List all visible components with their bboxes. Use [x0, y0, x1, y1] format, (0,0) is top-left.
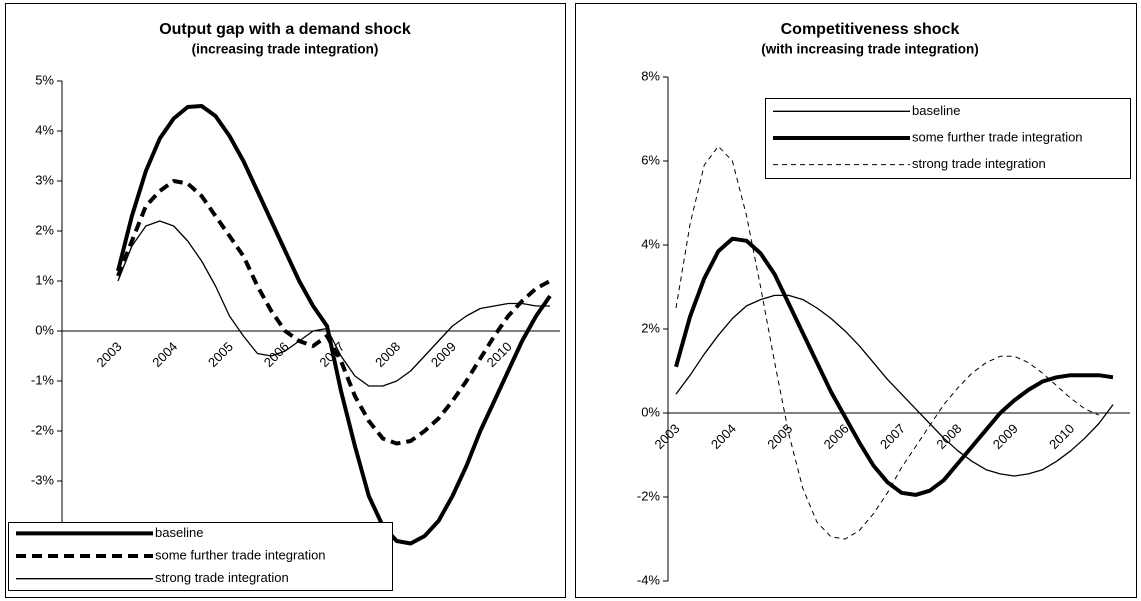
legend-label: strong trade integration — [912, 156, 1046, 171]
chart-subtitle: (increasing trade integration) — [192, 42, 379, 57]
series-line — [675, 145, 1100, 540]
legend-label: baseline — [155, 525, 203, 540]
y-tick-label: 1% — [35, 272, 54, 287]
y-tick-label: 0% — [641, 404, 660, 419]
legend-label: some further trade integration — [155, 547, 326, 562]
y-tick-label: 0% — [35, 322, 54, 337]
legend-label: some further trade integration — [912, 129, 1083, 144]
series-line — [675, 294, 1114, 477]
series-line — [674, 236, 1114, 497]
panel-frame — [5, 3, 566, 598]
y-tick-label: -4% — [637, 572, 661, 587]
y-tick-label: 3% — [35, 172, 54, 187]
series-line — [116, 104, 552, 546]
panel-frame — [575, 3, 1137, 598]
chart-title: Competitiveness shock — [781, 21, 960, 38]
y-tick-label: -3% — [31, 472, 55, 487]
y-tick-label: 4% — [35, 122, 54, 137]
series-line — [117, 220, 550, 387]
y-tick-label: -2% — [31, 422, 55, 437]
legend-label: strong trade integration — [155, 570, 289, 585]
chart-title: Output gap with a demand shock — [159, 21, 411, 38]
y-tick-label: 5% — [35, 72, 54, 87]
y-tick-label: -1% — [31, 372, 55, 387]
y-tick-label: 2% — [641, 320, 660, 335]
chart-subtitle: (with increasing trade integration) — [761, 42, 979, 57]
y-tick-label: 8% — [641, 68, 660, 83]
y-tick-label: 6% — [641, 152, 660, 167]
series-line — [116, 179, 551, 446]
y-tick-label: 4% — [641, 236, 660, 251]
legend-label: baseline — [912, 103, 960, 118]
y-tick-label: -2% — [637, 488, 661, 503]
y-tick-label: 2% — [35, 222, 54, 237]
